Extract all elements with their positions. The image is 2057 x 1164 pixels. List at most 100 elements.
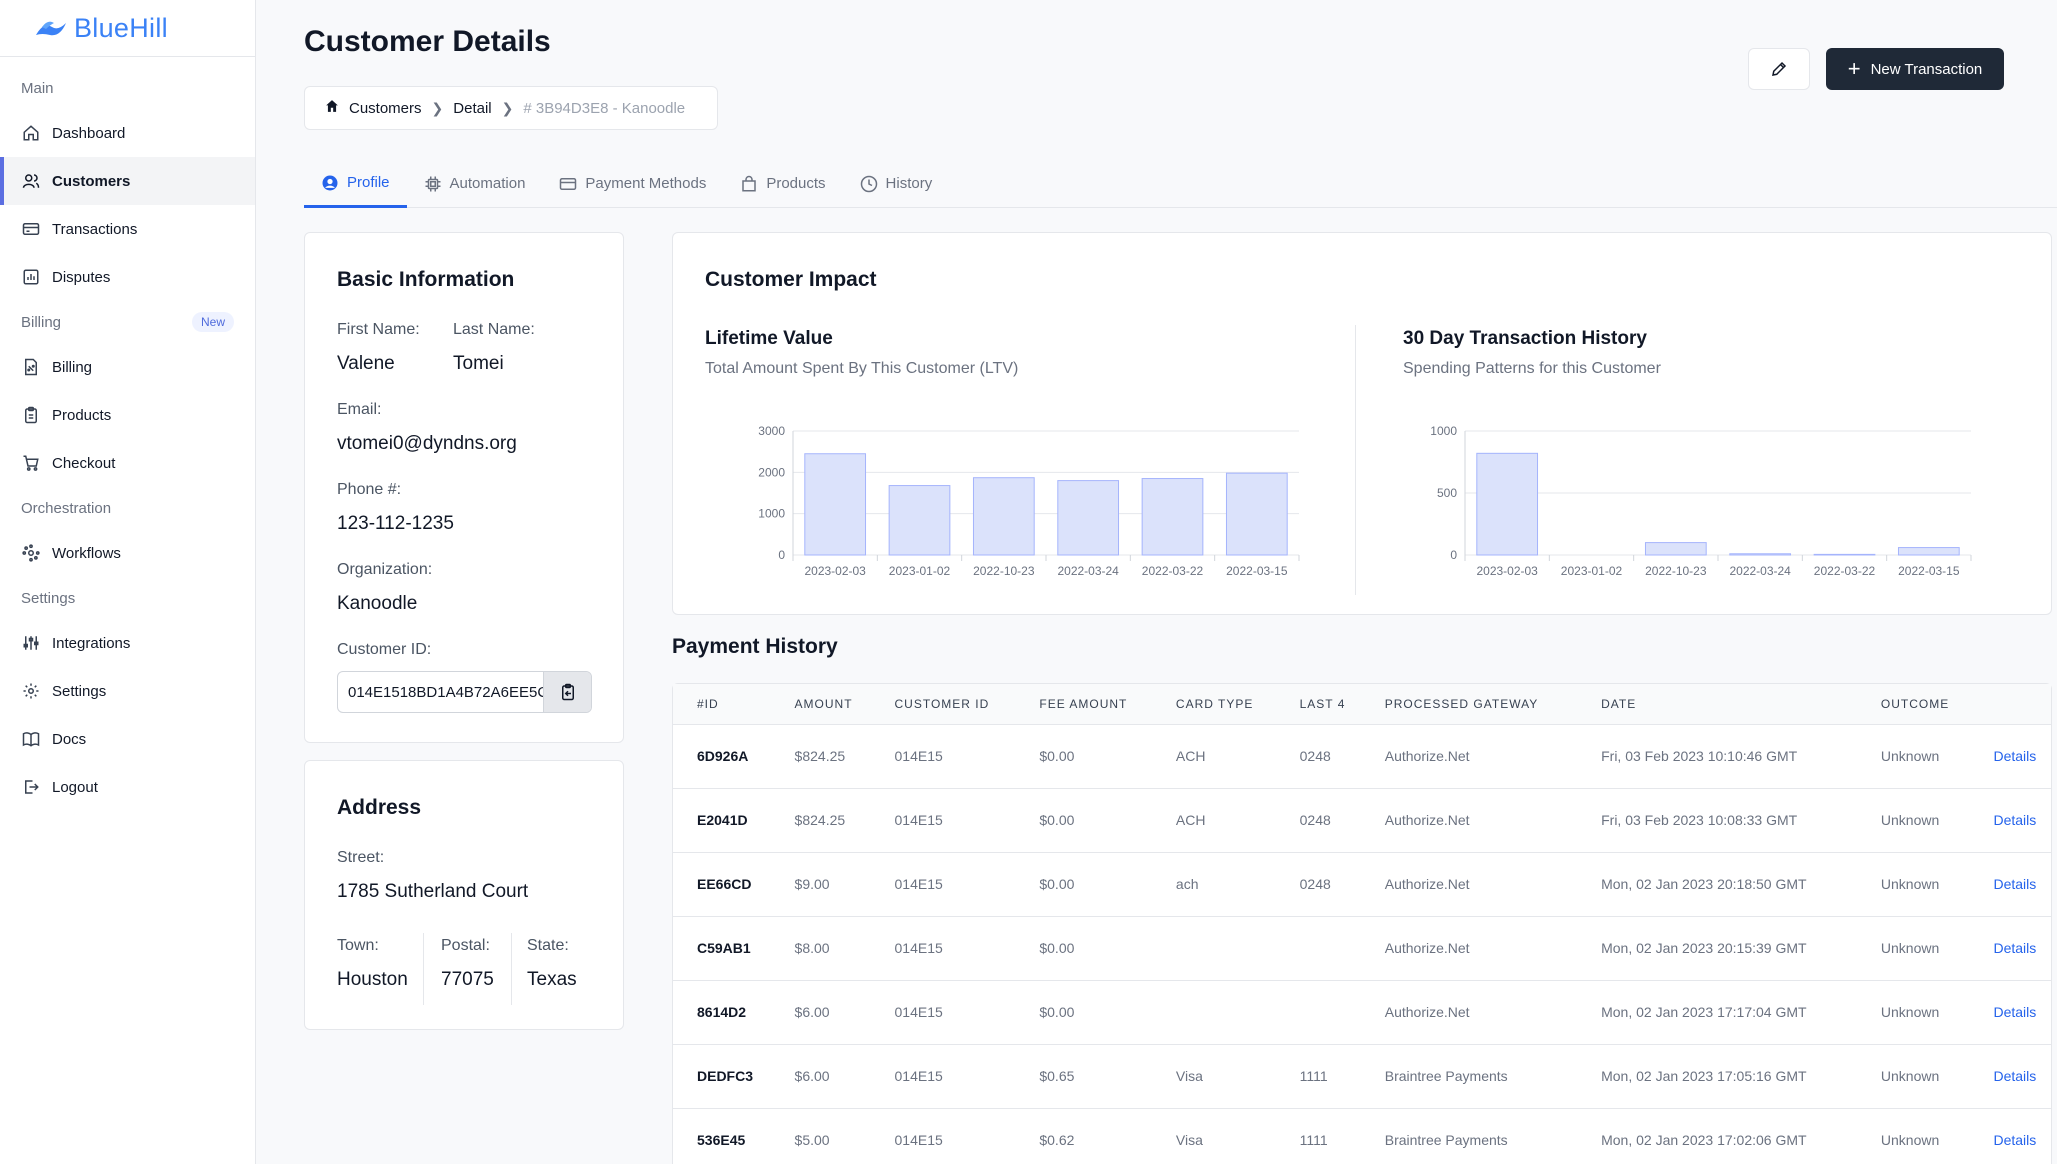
bar xyxy=(1644,542,1707,556)
users-icon xyxy=(22,172,40,190)
customer-id-cell: 014E15 xyxy=(870,1043,1016,1108)
sidebar-item-label: Customers xyxy=(52,172,131,190)
date-cell: Mon, 02 Jan 2023 17:05:16 GMT xyxy=(1577,1043,1857,1108)
details-link-cell[interactable]: Details xyxy=(1969,979,2051,1044)
table-row[interactable]: E2041D $824.25 014E15 $0.00 ACH 0248 Authorize… xyxy=(673,787,2051,852)
details-link-cell[interactable]: Details xyxy=(1969,851,2051,916)
details-link-cell[interactable]: Details xyxy=(1969,787,2051,852)
table-row[interactable]: 536E45 $5.00 014E15 $0.62 Visa 1111 Braintree … xyxy=(673,1107,2051,1164)
bar xyxy=(888,485,951,556)
tab-automation[interactable]: Automation xyxy=(407,160,543,207)
sidebar-item-workflows[interactable]: Workflows xyxy=(0,529,255,577)
details-link-cell[interactable]: Details xyxy=(1969,1107,2051,1164)
sidebar-item-customers[interactable]: Customers xyxy=(0,157,255,205)
outcome-cell: Unknown xyxy=(1856,723,1970,788)
breadcrumb-detail[interactable]: Detail xyxy=(453,99,492,117)
card-type-cell: ACH xyxy=(1151,787,1276,852)
email-label: Email: xyxy=(337,401,382,418)
breadcrumb-current: # 3B94D3E8 - Kanoodle xyxy=(523,99,686,117)
divider xyxy=(511,933,512,1005)
amount-cell: $6.00 xyxy=(770,1043,871,1108)
date-cell: Mon, 02 Jan 2023 20:18:50 GMT xyxy=(1577,851,1857,916)
transaction-id-cell: 6D926A xyxy=(673,723,771,788)
bar xyxy=(1813,553,1876,556)
plus-icon: + xyxy=(1847,56,1861,81)
sidebar-item-label: Checkout xyxy=(52,454,116,472)
outcome-cell: Unknown xyxy=(1856,787,1970,852)
postal-value: 77075 xyxy=(441,969,494,990)
logo[interactable]: BlueHill xyxy=(0,0,255,57)
main-content: Customer Details Customers ❯ Detail ❯ # … xyxy=(256,0,2057,1164)
table-row[interactable]: C59AB1 $8.00 014E15 $0.00 Authorize.Net Mon, … xyxy=(673,915,2051,980)
sidebar-item-disputes[interactable]: Disputes xyxy=(0,253,255,301)
sidebar-item-products[interactable]: Products xyxy=(0,391,255,439)
tab-bar: Profile Automation Payment Methods Produ… xyxy=(304,160,2057,208)
copy-button[interactable] xyxy=(543,672,591,712)
fee-amount-cell: $0.00 xyxy=(1015,787,1152,852)
basic-information-card: Basic Information First Name: Valene Las… xyxy=(304,232,624,743)
shopping-cart-icon xyxy=(22,454,40,472)
tab-products[interactable]: Products xyxy=(723,160,842,207)
address-card: Address Street: 1785 Sutherland Court To… xyxy=(304,760,624,1030)
table-row[interactable]: DEDFC3 $6.00 014E15 $0.65 Visa 1111 Braintree … xyxy=(673,1043,2051,1108)
customer-id-field: 014E1518BD1A4B72A6EE5C xyxy=(337,671,592,713)
sidebar-item-docs[interactable]: Docs xyxy=(0,715,255,763)
state-value: Texas xyxy=(527,969,577,990)
lifetime-value-title: Lifetime Value xyxy=(705,328,833,349)
cpu-icon xyxy=(425,176,441,191)
last-4-cell xyxy=(1275,979,1361,1044)
transaction-id-cell: 8614D2 xyxy=(673,979,771,1044)
card-type-cell xyxy=(1151,915,1276,980)
bar xyxy=(1141,478,1204,556)
x-tick-label: 2022-03-22 xyxy=(1814,564,1876,578)
sidebar-item-settings[interactable]: Settings xyxy=(0,667,255,715)
pencil-icon xyxy=(1772,61,1787,76)
transaction-history-title: 30 Day Transaction History xyxy=(1403,328,1647,349)
processed-gateway-cell: Authorize.Net xyxy=(1360,723,1578,788)
sidebar-item-transactions[interactable]: Transactions xyxy=(0,205,255,253)
card-type-cell: Visa xyxy=(1151,1043,1276,1108)
table-row[interactable]: EE66CD $9.00 014E15 $0.00 ach 0248 Authorize.N… xyxy=(673,851,2051,916)
sidebar-item-logout[interactable]: Logout xyxy=(0,763,255,811)
x-tick-label: 2023-01-02 xyxy=(889,564,951,578)
fee-amount-cell: $0.00 xyxy=(1015,851,1152,916)
section-billing-label: Billing New xyxy=(0,301,255,343)
tab-payment-methods[interactable]: Payment Methods xyxy=(542,160,723,207)
outcome-cell: Unknown xyxy=(1856,1107,1970,1164)
x-tick-label: 2022-03-24 xyxy=(1057,564,1119,578)
gear-icon xyxy=(22,682,40,700)
street-value: 1785 Sutherland Court xyxy=(337,881,529,902)
home-icon[interactable] xyxy=(325,99,339,117)
details-link-cell[interactable]: Details xyxy=(1969,723,2051,788)
new-transaction-button[interactable]: + New Transaction xyxy=(1826,48,2004,90)
outcome-cell: Unknown xyxy=(1856,915,1970,980)
processed-gateway-cell: Authorize.Net xyxy=(1360,979,1578,1044)
chevron-right-icon: ❯ xyxy=(501,99,514,116)
phone-value: 123-112-1235 xyxy=(337,513,454,534)
outcome-cell: Unknown xyxy=(1856,1043,1970,1108)
sidebar-item-dashboard[interactable]: Dashboard xyxy=(0,109,255,157)
table-row[interactable]: 6D926A $824.25 014E15 $0.00 ACH 0248 Authorize… xyxy=(673,723,2051,788)
user-circle-icon xyxy=(322,175,338,190)
customer-id-value[interactable]: 014E1518BD1A4B72A6EE5C xyxy=(348,683,543,701)
breadcrumb-customers[interactable]: Customers xyxy=(349,99,422,117)
sidebar-item-checkout[interactable]: Checkout xyxy=(0,439,255,487)
tab-profile[interactable]: Profile xyxy=(304,160,407,208)
sidebar-item-label: Disputes xyxy=(52,268,111,286)
details-link-cell[interactable]: Details xyxy=(1969,1043,2051,1108)
sidebar-item-integrations[interactable]: Integrations xyxy=(0,619,255,667)
divider xyxy=(1355,325,1356,595)
outcome-cell: Unknown xyxy=(1856,851,1970,916)
bar xyxy=(1476,452,1539,556)
divider xyxy=(423,933,424,1005)
date-cell: Fri, 03 Feb 2023 10:08:33 GMT xyxy=(1577,787,1857,852)
last-4-cell: 1111 xyxy=(1275,1107,1361,1164)
sidebar-item-billing[interactable]: Billing xyxy=(0,343,255,391)
tab-history[interactable]: History xyxy=(843,160,950,207)
customer-impact-card: Customer Impact Lifetime Value Total Amo… xyxy=(672,232,2052,615)
details-link-cell[interactable]: Details xyxy=(1969,915,2051,980)
edit-button[interactable] xyxy=(1748,48,1810,90)
table-row[interactable]: 8614D2 $6.00 014E15 $0.00 Authorize.Net Mon, … xyxy=(673,979,2051,1044)
phone-label: Phone #: xyxy=(337,481,402,498)
transaction-id-cell: EE66CD xyxy=(673,851,771,916)
